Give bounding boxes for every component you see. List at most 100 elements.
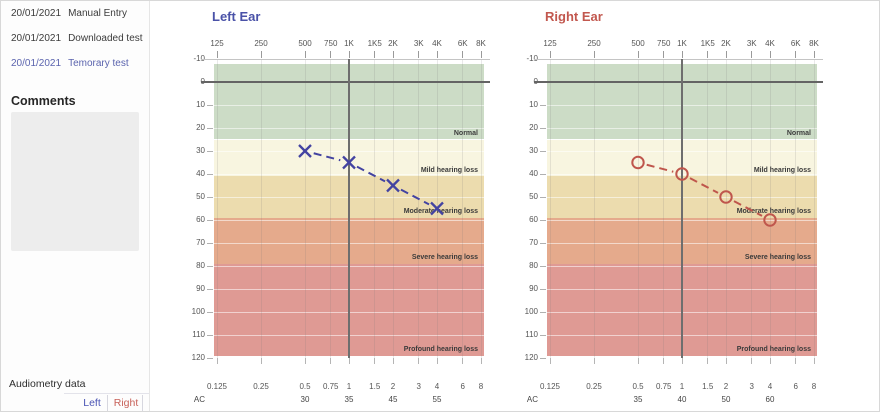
freq-tick-bottom [462, 358, 464, 364]
freq-tick-top [707, 51, 709, 58]
tab-separator [142, 395, 143, 411]
test-name: Manual Entry [68, 8, 127, 19]
freq-tick-bottom [751, 358, 753, 364]
db-tick [540, 243, 546, 244]
db-label: 80 [196, 261, 205, 270]
audiogram-series [631, 155, 777, 227]
ac-value-2000hz: 45 [388, 395, 398, 404]
right-ear-audiogram: Right Ear 125 0.125 250 0.25 500 0.5 750 0.75 1K 1… [491, 1, 843, 411]
series-segment [733, 200, 763, 217]
freq-label-bottom: 4 [767, 382, 773, 391]
db-label: 110 [525, 330, 538, 339]
v-gridline [260, 59, 262, 358]
freq-label-bottom: 0.125 [206, 382, 228, 391]
data-point-1000hz[interactable] [342, 155, 356, 170]
ac-value-1000hz: 40 [677, 395, 687, 404]
series-segment [689, 177, 719, 194]
freq-tick-bottom [392, 358, 394, 364]
freq-label-top: 8K [476, 39, 486, 48]
one-khz-line [681, 59, 683, 358]
freq-label-bottom: 4 [434, 382, 440, 391]
test-date: 20/01/2021 [11, 58, 62, 69]
db-label: 120 [524, 353, 538, 362]
db-tick [540, 197, 546, 198]
tabs-divider-line [64, 393, 149, 394]
data-point-2000hz[interactable] [719, 190, 733, 204]
freq-label-bottom: 3 [416, 382, 421, 391]
db-tick [207, 335, 213, 336]
zone-label-profound-hearing-loss: Profound hearing loss [403, 346, 478, 354]
v-gridline [418, 59, 420, 358]
freq-tick-top [436, 51, 438, 58]
db-label: 60 [529, 215, 538, 224]
audiogram-series [298, 144, 444, 216]
v-gridline [330, 59, 332, 358]
db-tick [207, 128, 213, 129]
freq-tick-bottom [216, 358, 218, 364]
db-label: 70 [196, 238, 205, 247]
comments-box[interactable] [11, 112, 139, 251]
ac-value-4000hz: 55 [432, 395, 442, 404]
db-label: 110 [192, 330, 205, 339]
data-point-500hz[interactable] [631, 155, 645, 170]
chart-title: Right Ear [545, 9, 603, 24]
test-list-item-temorary-test[interactable]: 20/01/2021 Temorary test [1, 51, 149, 76]
db-tick [207, 174, 213, 175]
db-label: 100 [524, 307, 538, 316]
db-label: 10 [196, 100, 205, 109]
freq-tick-top [480, 51, 482, 58]
db-label: -10 [193, 54, 205, 63]
data-point-2000hz[interactable] [386, 178, 400, 193]
data-point-500hz[interactable] [298, 144, 312, 158]
db-tick [540, 312, 546, 313]
data-point-4000hz[interactable] [430, 201, 444, 216]
tab-left[interactable]: Left [83, 397, 101, 409]
db-label: 50 [196, 192, 205, 201]
data-point-1000hz[interactable] [675, 167, 689, 181]
ac-row-label: AC [193, 395, 205, 404]
db-tick [207, 151, 213, 152]
freq-label-bottom: 8 [478, 382, 484, 391]
db-label: 90 [196, 284, 205, 293]
zone-label-severe-hearing-loss: Severe hearing loss [744, 254, 811, 262]
db-label: 60 [196, 215, 205, 224]
v-gridline [216, 59, 218, 358]
freq-label-top: 750 [324, 39, 338, 48]
minus10-line [201, 59, 490, 60]
data-point-4000hz[interactable] [763, 213, 777, 227]
freq-tick-top [304, 51, 306, 58]
freq-tick-top [348, 51, 350, 58]
freq-label-top: 2K [388, 39, 398, 48]
plot-area: Normal Mild hearing loss Moderate hearing … [534, 59, 823, 364]
chart-title: Left Ear [212, 9, 261, 24]
v-gridline [304, 59, 306, 358]
test-name: Downloaded test [68, 33, 143, 44]
ac-row-label: AC [526, 395, 538, 404]
freq-tick-bottom [330, 358, 332, 364]
freq-tick-top [392, 51, 394, 58]
series-segment [646, 163, 674, 173]
v-gridline [751, 59, 753, 358]
freq-label-bottom: 0.75 [322, 382, 339, 391]
freq-label-top: 6K [457, 39, 468, 48]
freq-label-top: 250 [254, 39, 268, 48]
freq-label-bottom: 6 [793, 382, 798, 391]
freq-label-top: 6K [790, 39, 801, 48]
series-segment [356, 165, 386, 183]
series-segment [313, 152, 341, 162]
freq-label-top: 2K [721, 39, 731, 48]
freq-tick-top [769, 51, 771, 58]
freq-label-bottom: 0.25 [586, 382, 602, 391]
db-tick [540, 266, 546, 267]
zone-label-normal: Normal [453, 130, 478, 137]
db-tick [207, 243, 213, 244]
tab-right[interactable]: Right [113, 397, 139, 409]
test-list-item-manual-entry[interactable]: 20/01/2021 Manual Entry [1, 1, 149, 26]
db-label: 50 [529, 192, 538, 201]
v-gridline [462, 59, 464, 358]
zero-db-line [534, 81, 823, 83]
test-list-item-downloaded-test[interactable]: 20/01/2021 Downloaded test [1, 26, 149, 51]
one-khz-line [348, 59, 350, 358]
freq-label-top: 125 [543, 39, 557, 48]
db-tick [540, 174, 546, 175]
